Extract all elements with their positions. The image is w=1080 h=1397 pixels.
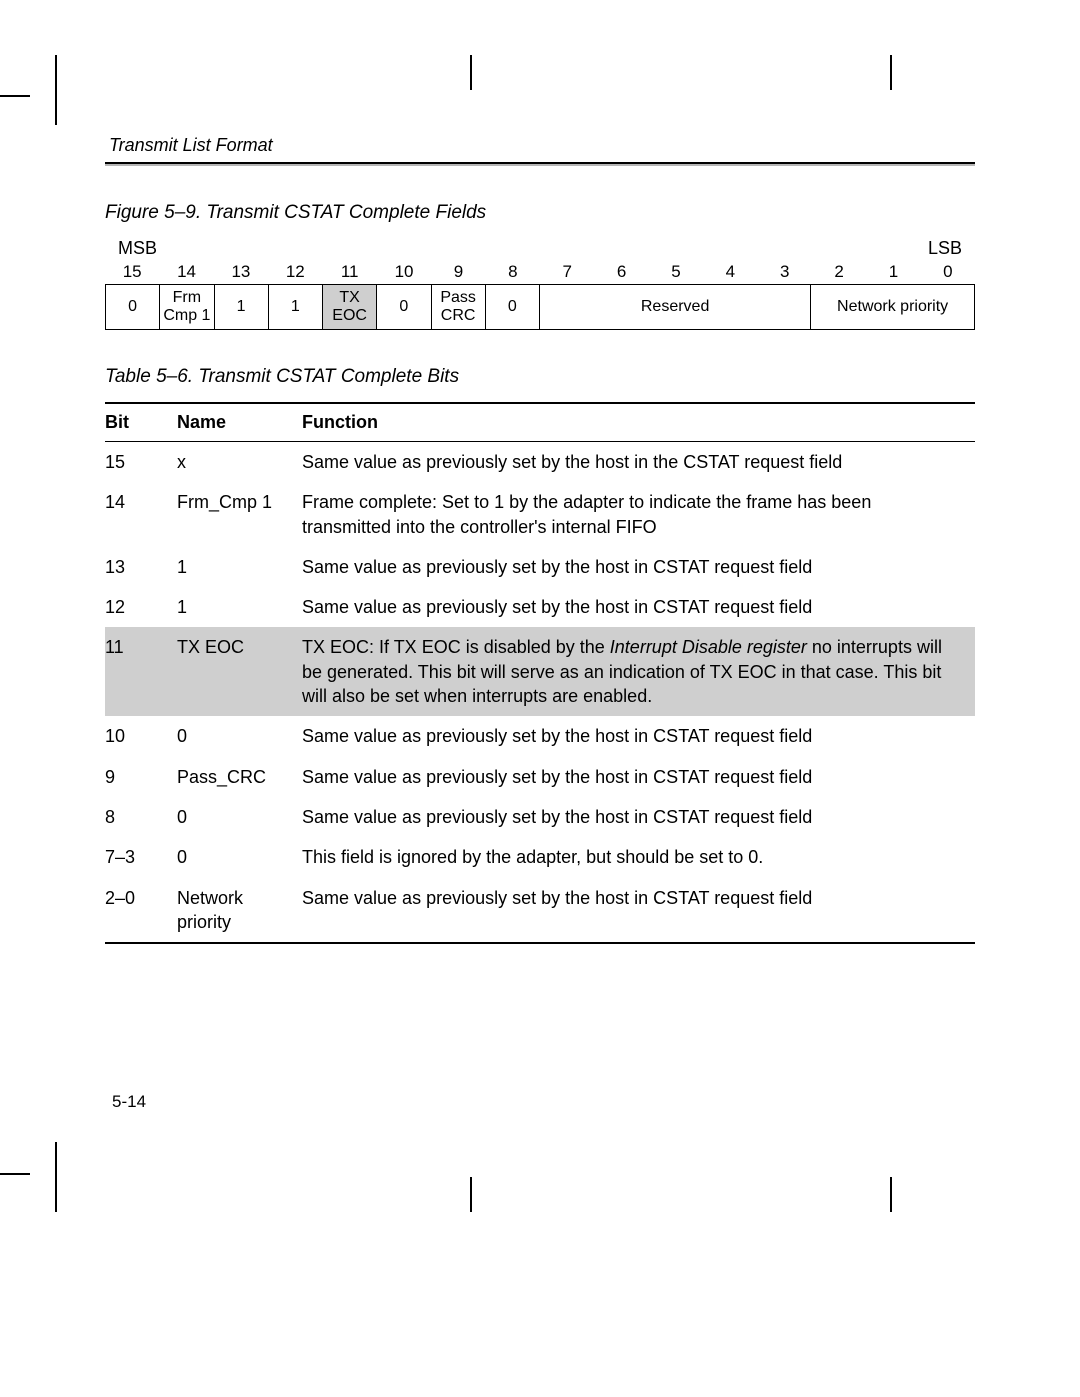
cell-function: Same value as previously set by the host… (302, 757, 975, 797)
crop-mark (0, 1173, 30, 1175)
bit-number: 10 (377, 262, 431, 282)
bit-number: 4 (703, 262, 757, 282)
bit-number: 3 (758, 262, 812, 282)
table-row: 2–0Network prioritySame value as previou… (105, 878, 975, 944)
bitfield-cell: 1 (215, 285, 269, 329)
bitfield-cell: Reserved (540, 285, 811, 329)
cell-function: Same value as previously set by the host… (302, 716, 975, 756)
crop-mark (470, 55, 472, 90)
bit-number: 6 (594, 262, 648, 282)
cell-name: TX EOC (177, 627, 302, 716)
table-row: 131Same value as previously set by the h… (105, 547, 975, 587)
cell-bit: 14 (105, 482, 177, 547)
cell-function: Same value as previously set by the host… (302, 587, 975, 627)
table-header-row: Bit Name Function (105, 403, 975, 442)
header-rule (105, 162, 975, 166)
cell-bit: 2–0 (105, 878, 177, 944)
cell-name: x (177, 442, 302, 483)
bitfield-cell: TX EOC (323, 285, 377, 329)
bit-number: 12 (268, 262, 322, 282)
cell-function: Same value as previously set by the host… (302, 878, 975, 944)
cell-bit: 7–3 (105, 837, 177, 877)
bits-table: Bit Name Function 15xSame value as previ… (105, 402, 975, 944)
bitfield-endian-row: MSB LSB (113, 238, 967, 260)
bitfield-cells: 0Frm Cmp 111TX EOC0Pass CRC0ReservedNetw… (105, 284, 975, 330)
bit-number: 14 (159, 262, 213, 282)
cell-function: Same value as previously set by the host… (302, 547, 975, 587)
cell-bit: 13 (105, 547, 177, 587)
table-row: 121Same value as previously set by the h… (105, 587, 975, 627)
table-caption: Table 5–6. Transmit CSTAT Complete Bits (105, 366, 975, 388)
col-header-func: Function (302, 403, 975, 442)
figure-caption: Figure 5–9. Transmit CSTAT Complete Fiel… (105, 202, 975, 224)
bitfield-cell: 0 (377, 285, 431, 329)
crop-mark (890, 1177, 892, 1212)
cell-name: Frm_Cmp 1 (177, 482, 302, 547)
table-row: 100Same value as previously set by the h… (105, 716, 975, 756)
bitfield-cell: 1 (269, 285, 323, 329)
table-row: 11TX EOCTX EOC: If TX EOC is disabled by… (105, 627, 975, 716)
bitfield-cell: 0 (106, 285, 160, 329)
cell-name: Pass_CRC (177, 757, 302, 797)
bit-number: 1 (866, 262, 920, 282)
cell-function: Same value as previously set by the host… (302, 797, 975, 837)
bit-number: 9 (431, 262, 485, 282)
bitfield-cell: 0 (486, 285, 540, 329)
page: Transmit List Format Figure 5–9. Transmi… (0, 0, 1080, 1397)
msb-label: MSB (118, 238, 157, 259)
crop-mark (890, 55, 892, 90)
page-number: 5-14 (112, 1092, 146, 1112)
col-header-bit: Bit (105, 403, 177, 442)
lsb-label: LSB (928, 238, 962, 259)
cell-name: 1 (177, 547, 302, 587)
bit-number: 2 (812, 262, 866, 282)
bitfield-cell: Frm Cmp 1 (160, 285, 214, 329)
bit-number: 11 (323, 262, 377, 282)
cell-function: Same value as previously set by the host… (302, 442, 975, 483)
crop-mark (55, 55, 57, 125)
bitfield-diagram: MSB LSB 1514131211109876543210 0Frm Cmp … (105, 238, 975, 330)
crop-mark (0, 95, 30, 97)
bitfield-cell: Network priority (811, 285, 974, 329)
table-row: 9Pass_CRCSame value as previously set by… (105, 757, 975, 797)
cell-bit: 9 (105, 757, 177, 797)
page-header-title: Transmit List Format (109, 135, 975, 156)
cell-function: Frame complete: Set to 1 by the adapter … (302, 482, 975, 547)
cell-function: TX EOC: If TX EOC is disabled by the Int… (302, 627, 975, 716)
bit-number: 8 (486, 262, 540, 282)
bit-number: 0 (921, 262, 975, 282)
cell-bit: 11 (105, 627, 177, 716)
cell-name: Network priority (177, 878, 302, 944)
bitfield-cell: Pass CRC (432, 285, 486, 329)
cell-name: 1 (177, 587, 302, 627)
table-row: 80Same value as previously set by the ho… (105, 797, 975, 837)
bit-number: 7 (540, 262, 594, 282)
cell-name: 0 (177, 797, 302, 837)
bit-number: 13 (214, 262, 268, 282)
crop-mark (470, 1177, 472, 1212)
bit-number: 15 (105, 262, 159, 282)
bitfield-bit-numbers: 1514131211109876543210 (105, 262, 975, 282)
cell-bit: 10 (105, 716, 177, 756)
cell-bit: 12 (105, 587, 177, 627)
col-header-name: Name (177, 403, 302, 442)
crop-mark (55, 1142, 57, 1212)
cell-function: This field is ignored by the adapter, bu… (302, 837, 975, 877)
cell-name: 0 (177, 837, 302, 877)
cell-name: 0 (177, 716, 302, 756)
cell-bit: 8 (105, 797, 177, 837)
table-row: 15xSame value as previously set by the h… (105, 442, 975, 483)
table-row: 14Frm_Cmp 1Frame complete: Set to 1 by t… (105, 482, 975, 547)
bit-number: 5 (649, 262, 703, 282)
table-row: 7–30This field is ignored by the adapter… (105, 837, 975, 877)
cell-bit: 15 (105, 442, 177, 483)
